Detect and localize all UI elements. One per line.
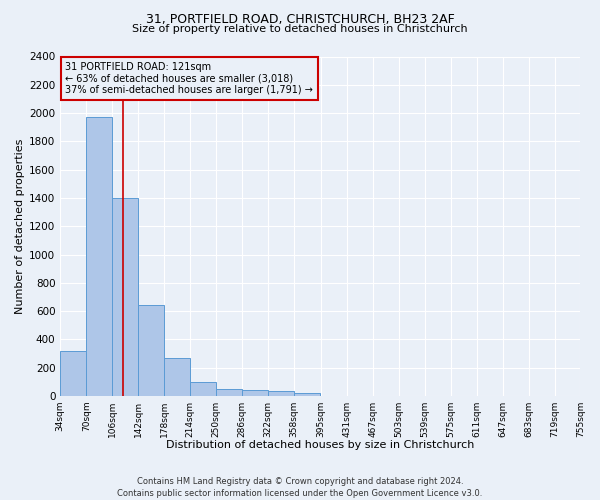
Bar bbox=[190, 382, 216, 396]
Text: Size of property relative to detached houses in Christchurch: Size of property relative to detached ho… bbox=[132, 24, 468, 34]
X-axis label: Distribution of detached houses by size in Christchurch: Distribution of detached houses by size … bbox=[166, 440, 475, 450]
Bar bbox=[164, 358, 190, 396]
Bar bbox=[86, 118, 112, 396]
Y-axis label: Number of detached properties: Number of detached properties bbox=[15, 138, 25, 314]
Text: Contains HM Land Registry data © Crown copyright and database right 2024.
Contai: Contains HM Land Registry data © Crown c… bbox=[118, 476, 482, 498]
Bar bbox=[294, 393, 320, 396]
Bar bbox=[60, 350, 86, 396]
Text: 31 PORTFIELD ROAD: 121sqm
← 63% of detached houses are smaller (3,018)
37% of se: 31 PORTFIELD ROAD: 121sqm ← 63% of detac… bbox=[65, 62, 313, 95]
Bar bbox=[112, 198, 138, 396]
Bar bbox=[242, 390, 268, 396]
Bar bbox=[216, 389, 242, 396]
Bar bbox=[138, 304, 164, 396]
Bar bbox=[268, 391, 294, 396]
Text: 31, PORTFIELD ROAD, CHRISTCHURCH, BH23 2AF: 31, PORTFIELD ROAD, CHRISTCHURCH, BH23 2… bbox=[146, 12, 454, 26]
